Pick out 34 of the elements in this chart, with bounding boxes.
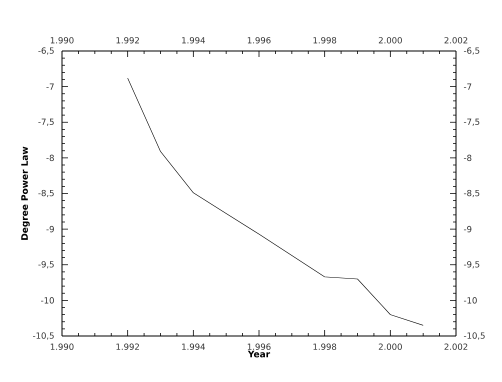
x-tick-label: 1.990 (50, 37, 74, 44)
y2-tick-label: -8,5 (464, 190, 480, 198)
y-axis-title: Degree Power Law (21, 146, 30, 240)
y-tick-label: -6,5 (38, 47, 54, 55)
x-tick-label: 2.000 (378, 37, 402, 44)
x-tick-label: 2.002 (444, 37, 468, 44)
x2-tick-label: 1.998 (313, 344, 336, 350)
x2-tick-label: 1.990 (50, 344, 74, 350)
x-tick-label: 1.996 (248, 37, 271, 44)
y2-tick-label: -10,5 (464, 332, 485, 340)
y-tick-label: -9,5 (38, 261, 54, 268)
x-tick-label: 1.998 (313, 37, 336, 44)
x2-tick-label: 2.000 (378, 344, 402, 350)
y-tick-label: -8,5 (38, 190, 54, 198)
x2-tick-label: 1.996 (248, 344, 271, 350)
y-tick-label: -10,5 (32, 332, 54, 340)
y2-tick-label: -8 (464, 154, 472, 162)
y2-tick-label: -9,5 (464, 261, 480, 268)
y2-tick-label: -7 (464, 84, 472, 90)
y-tick-label: -7 (46, 84, 54, 90)
x-tick-label: 1.992 (116, 37, 139, 44)
y-tick-label: -9 (46, 226, 54, 232)
y2-tick-label: -6,5 (464, 47, 480, 55)
x2-tick-label: 2.002 (444, 344, 468, 350)
x2-tick-label: 1.992 (116, 344, 139, 350)
y2-tick-label: -10 (464, 297, 477, 304)
y-tick-label: -7,5 (38, 118, 54, 126)
x2-tick-label: 1.994 (182, 344, 205, 350)
y2-tick-label: -9 (464, 226, 472, 232)
y-tick-label: -10 (41, 297, 54, 304)
x-axis-title: Year (248, 350, 270, 358)
y2-tick-label: -7,5 (464, 118, 480, 126)
x-tick-label: 1.994 (182, 37, 205, 44)
y-tick-label: -8 (46, 154, 54, 162)
